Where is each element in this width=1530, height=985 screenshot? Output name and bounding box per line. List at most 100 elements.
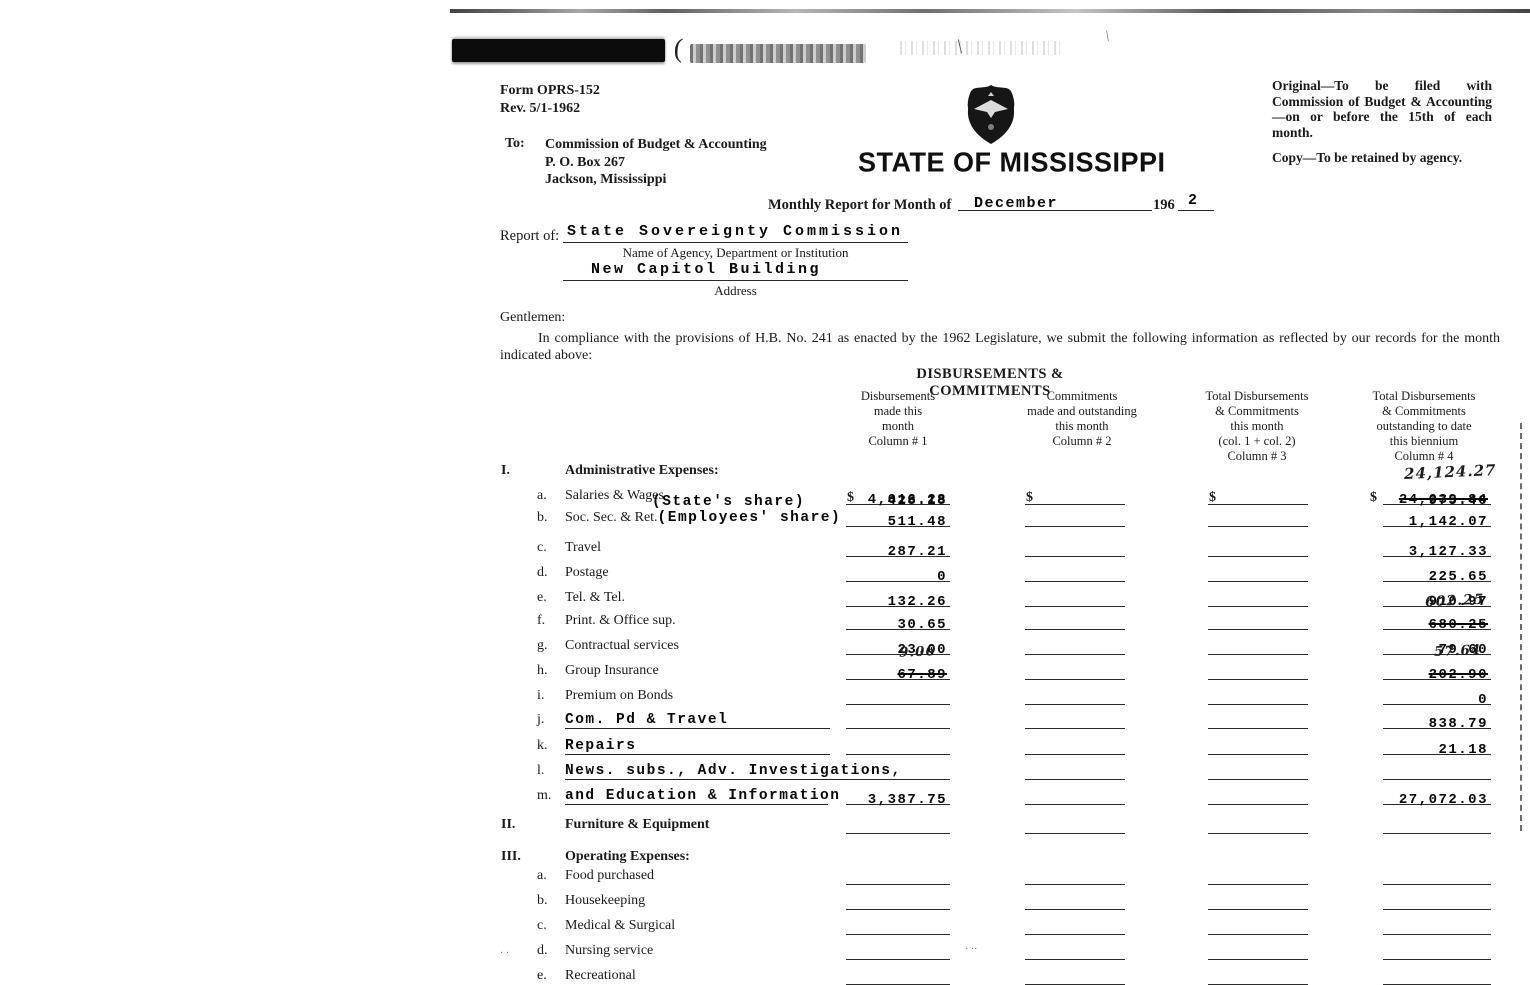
expense-row: k. Repairs 21.18 — [0, 733, 1530, 758]
row-letter: l. — [537, 763, 545, 778]
scan-artifact-page-edge — [1520, 423, 1522, 831]
scan-artifact-slash-mark: \ — [1103, 27, 1111, 46]
expense-row: i. Premium on Bonds 0 — [0, 683, 1530, 708]
amount-cell-col3 — [1208, 783, 1308, 805]
amount-cell-col4 — [1383, 758, 1491, 780]
expense-row: a. Food purchased — [0, 863, 1530, 885]
column-header-line: Column # 4 — [1394, 449, 1454, 463]
column-header: Commitments made and outstanding this mont… — [987, 389, 1177, 449]
typed-amount: 1,142.07 — [1408, 514, 1488, 530]
expense-row: d. Postage 0 225.65 — [0, 560, 1530, 585]
amount-cell-col4: 910.97 — [1383, 585, 1491, 610]
typed-amount: 202.90 — [1428, 667, 1488, 683]
column-header-line: Column # 1 — [868, 434, 928, 448]
amount-cell-col2 — [1025, 733, 1125, 755]
recipient-line: P. O. Box 267 — [545, 154, 625, 170]
amount-cell-col3 — [1208, 505, 1308, 527]
row-label: Repairs — [565, 738, 637, 754]
typed-amount: 838.79 — [1428, 716, 1488, 732]
column-header-line: (col. 1 + col. 2) — [1218, 434, 1296, 448]
typed-amount: 79.60 — [1438, 642, 1488, 658]
amount-cell-col4: $24,039.84 24,124.27 — [1370, 461, 1497, 508]
row-letter: a. — [537, 868, 547, 883]
typed-amount: 4,016.28 — [867, 492, 947, 508]
amount-cell-col1: $4,016.28 — [846, 483, 950, 508]
row-label: Group Insurance — [565, 663, 659, 678]
column-header-line: month — [882, 419, 914, 433]
amount-cell-col4: 680.25 602.25 — [1383, 592, 1491, 633]
column-header-line: & Commitments — [1382, 404, 1466, 418]
row-letter: j. — [537, 712, 545, 727]
scan-artifact-speck: · · — [500, 948, 510, 959]
typed-amount: 3,127.33 — [1408, 544, 1488, 560]
scan-artifact-top-line — [450, 9, 1530, 13]
amount-cell-col4: 79.60 — [1383, 633, 1491, 658]
amount-cell-col3 — [1208, 888, 1308, 910]
amount-cell-col2 — [1025, 633, 1125, 655]
typed-amount: 132.26 — [887, 594, 947, 610]
expense-row: III. Operating Expenses: — [0, 844, 1530, 866]
agency-name-value: State Sovereignty Commission — [567, 223, 904, 240]
expense-row: e. Tel. & Tel. 132.26 910.97 — [0, 585, 1530, 610]
expense-row: f. Print. & Office sup. 30.65 680.25 602.25 — [0, 592, 1530, 633]
amount-cell-col1 — [846, 683, 950, 705]
column-header-line: outstanding to date — [1376, 419, 1472, 433]
amount-cell-col3 — [1208, 963, 1308, 985]
expense-row: d. Nursing service — [0, 938, 1530, 960]
column-header-line: Commitments — [1046, 389, 1118, 403]
amount-cell-col1 — [846, 758, 950, 780]
address-caption: Address — [714, 283, 757, 298]
typed-amount: 680.25 — [1428, 617, 1488, 633]
dollar-sign: $ — [847, 490, 854, 505]
row-letter: i. — [537, 688, 545, 703]
amount-cell-col3: $ — [1208, 483, 1308, 505]
row-letter: c. — [537, 540, 547, 555]
dollar-sign: $ — [1209, 490, 1216, 505]
amount-cell-col4: 27,072.03 — [1383, 783, 1491, 808]
row-letter: a. — [537, 488, 547, 503]
expense-row: l. News. subs., Adv. Investigations, — [0, 758, 1530, 780]
amount-cell-col2 — [1025, 938, 1125, 960]
typed-amount: 511.48 — [887, 514, 947, 530]
amount-cell-col2 — [1025, 560, 1125, 582]
section-numeral: III. — [501, 849, 521, 864]
section-numeral: I. — [501, 463, 510, 478]
amount-cell-col3 — [1208, 585, 1308, 607]
year-prefix: 196 — [1153, 197, 1175, 213]
column-header: Disbursements made this month Column # 1 — [803, 389, 993, 449]
column-header-line: Disbursements — [860, 389, 936, 403]
amount-cell-col1: 287.21 — [846, 535, 950, 560]
filing-note-copy: Copy—To be retained by agency. — [1272, 149, 1463, 165]
row-letter: c. — [537, 918, 547, 933]
amount-cell-col4: 21.18 — [1383, 733, 1491, 758]
form-id-block: Form OPRS-152 Rev. 5/1-1962 — [500, 82, 600, 118]
column-header-line: this month — [1230, 419, 1284, 433]
amount-cell-col4 — [1383, 888, 1491, 910]
expense-row: I. Administrative Expenses: — [0, 458, 1530, 480]
column-header: Total Disbursements & Commitments this mon… — [1162, 389, 1352, 464]
amount-cell-col4: 0 — [1383, 683, 1491, 708]
amount-cell-col4: 838.79 — [1383, 707, 1491, 732]
typed-amount: 910.97 — [1428, 594, 1488, 610]
row-letter: b. — [537, 510, 548, 525]
amount-cell-col3 — [1208, 608, 1308, 630]
scan-artifact-speck: · ·· — [965, 944, 978, 955]
amount-cell-col1: 3,387.75 — [846, 783, 950, 808]
row-letter: k. — [537, 738, 548, 753]
amount-cell-col3 — [1208, 812, 1308, 834]
expense-row: g. Contractual services 23.00 79.60 — [0, 633, 1530, 658]
address-value: New Capitol Building — [591, 261, 822, 278]
handwritten-correction: 602.25 — [1425, 591, 1486, 611]
row-label: Premium on Bonds — [565, 688, 674, 703]
typed-amount: 287.21 — [887, 544, 947, 560]
row-label: and Education & Information — [565, 788, 841, 804]
typed-amount: 23.00 — [897, 642, 947, 658]
column-header-line: Total Disbursements — [1372, 389, 1476, 403]
row-label: Salaries & Wages — [565, 488, 664, 503]
amount-cell-col4: 202.90 57.64 — [1383, 642, 1491, 683]
typed-amount: 975.46 — [1428, 493, 1488, 509]
amount-cell-col4 — [1383, 812, 1491, 834]
expense-row: b. Soc. Sec. & Ret.(Employees' share) 511.… — [0, 505, 1530, 530]
amount-cell-col4 — [1383, 963, 1491, 985]
row-label: (State's share) — [652, 494, 806, 510]
